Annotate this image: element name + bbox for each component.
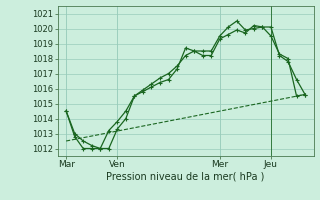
X-axis label: Pression niveau de la mer( hPa ): Pression niveau de la mer( hPa )	[107, 172, 265, 182]
